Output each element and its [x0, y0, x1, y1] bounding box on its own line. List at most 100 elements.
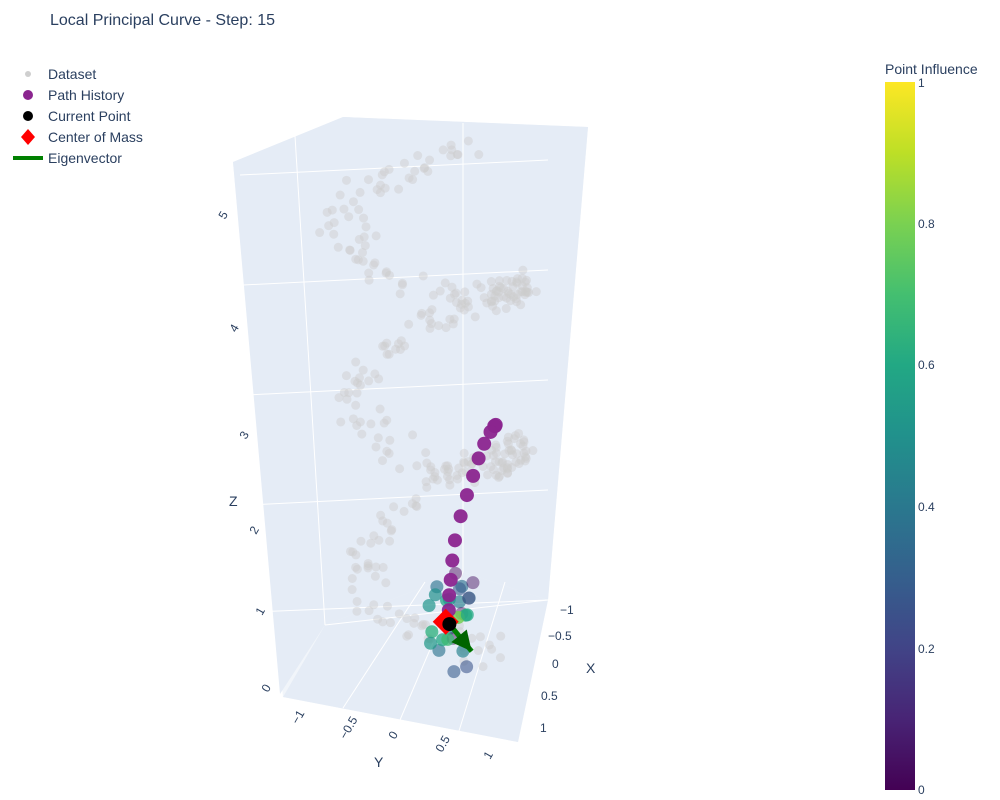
dataset-point [417, 308, 427, 318]
dataset-point [395, 289, 405, 299]
dataset-point [512, 289, 522, 299]
dataset-point [492, 286, 502, 296]
dataset-point [370, 258, 380, 268]
dataset-point [511, 294, 521, 304]
colorbar: Point Influence 0 0.2 0.4 0.6 0.8 1 [885, 61, 978, 797]
dataset-point [503, 286, 513, 296]
dataset-point [450, 289, 460, 299]
dataset-point [408, 430, 418, 440]
dataset-point [446, 151, 456, 161]
dataset-point [410, 166, 420, 176]
dataset-point [421, 448, 431, 458]
dataset-point [446, 140, 456, 150]
dataset-point [373, 433, 383, 443]
dataset-point [516, 439, 526, 449]
dataset-point [378, 341, 388, 351]
dataset-point [357, 429, 367, 439]
legend-label: Center of Mass [48, 129, 143, 145]
dataset-point [473, 646, 483, 656]
dataset-point [418, 271, 428, 281]
legend-symbol-center-of-mass [21, 129, 35, 145]
dataset-point [494, 287, 504, 297]
dataset-point [516, 287, 526, 297]
legend-item-dataset[interactable]: Dataset [25, 66, 96, 82]
dataset-point [491, 306, 501, 316]
dataset-point [399, 506, 409, 516]
path-history-point [445, 553, 460, 568]
dataset-point [393, 339, 403, 349]
dataset-point [496, 631, 506, 641]
legend-item-current-point[interactable]: Current Point [23, 108, 131, 124]
dataset-point [379, 418, 389, 428]
dataset-point [425, 155, 435, 165]
dataset-point [384, 164, 394, 174]
dataset-point [351, 550, 361, 560]
dataset-point [372, 185, 382, 195]
dataset-point [329, 229, 339, 239]
colorbar-tick-label: 1 [918, 76, 925, 90]
x-tick-label: 1 [540, 721, 547, 735]
dataset-point [506, 289, 516, 299]
dataset-point [394, 609, 404, 619]
dataset-point [387, 525, 397, 535]
dataset-point [528, 446, 538, 456]
dataset-point [322, 207, 332, 217]
dataset-point [341, 175, 351, 185]
dataset-point [377, 170, 387, 180]
legend-item-center-of-mass[interactable]: Center of Mass [21, 129, 143, 145]
dataset-point [396, 336, 406, 346]
dataset-point [486, 462, 496, 472]
dataset-point [441, 323, 451, 333]
dataset-point [520, 286, 530, 296]
dataset-point [520, 277, 530, 287]
z-tick-label: 0 [258, 681, 274, 694]
dataset-point [360, 241, 370, 251]
dataset-point [315, 228, 325, 238]
dataset-point [341, 371, 351, 381]
dataset-point [336, 417, 346, 427]
influence-point [462, 591, 476, 605]
dataset-point [503, 468, 513, 478]
dataset-point [520, 456, 530, 466]
dataset-point [380, 341, 390, 351]
legend-item-path-history[interactable]: Path History [23, 87, 124, 103]
dataset-point [438, 145, 448, 155]
scene-3d[interactable] [233, 117, 588, 742]
dataset-point [459, 458, 469, 468]
dataset-point [425, 315, 435, 325]
influence-point [425, 625, 439, 639]
dataset-point [351, 400, 361, 410]
x-axis-ticks: −1 −0.5 0 0.5 1 [540, 603, 574, 735]
colorbar-gradient [885, 82, 915, 790]
dataset-point [364, 268, 374, 278]
dataset-point [425, 308, 435, 318]
dataset-point [522, 283, 532, 293]
dataset-point [463, 296, 473, 306]
dataset-point [522, 287, 532, 297]
dataset-point [377, 456, 387, 466]
dataset-point [521, 275, 531, 285]
dataset-point [352, 564, 362, 574]
dataset-point [495, 653, 505, 663]
dataset-point [355, 417, 365, 427]
dataset-point [329, 218, 339, 228]
dataset-point [363, 558, 373, 568]
dataset-point [506, 445, 516, 455]
dataset-point [445, 314, 455, 324]
legend-label: Path History [48, 87, 124, 103]
dataset-point [478, 662, 488, 672]
dataset-point [502, 436, 512, 446]
influence-point [424, 636, 438, 650]
dataset-point [381, 268, 391, 278]
dataset-point [491, 448, 501, 458]
dataset-point [459, 457, 469, 467]
dataset-point [440, 278, 450, 288]
dataset-point [324, 221, 334, 231]
dataset-point [482, 298, 492, 308]
dataset-point [351, 357, 361, 367]
dataset-point [351, 254, 361, 264]
x-tick-label: −0.5 [548, 629, 572, 643]
dataset-point [453, 150, 463, 160]
legend-item-eigenvector[interactable]: Eigenvector [13, 150, 122, 166]
